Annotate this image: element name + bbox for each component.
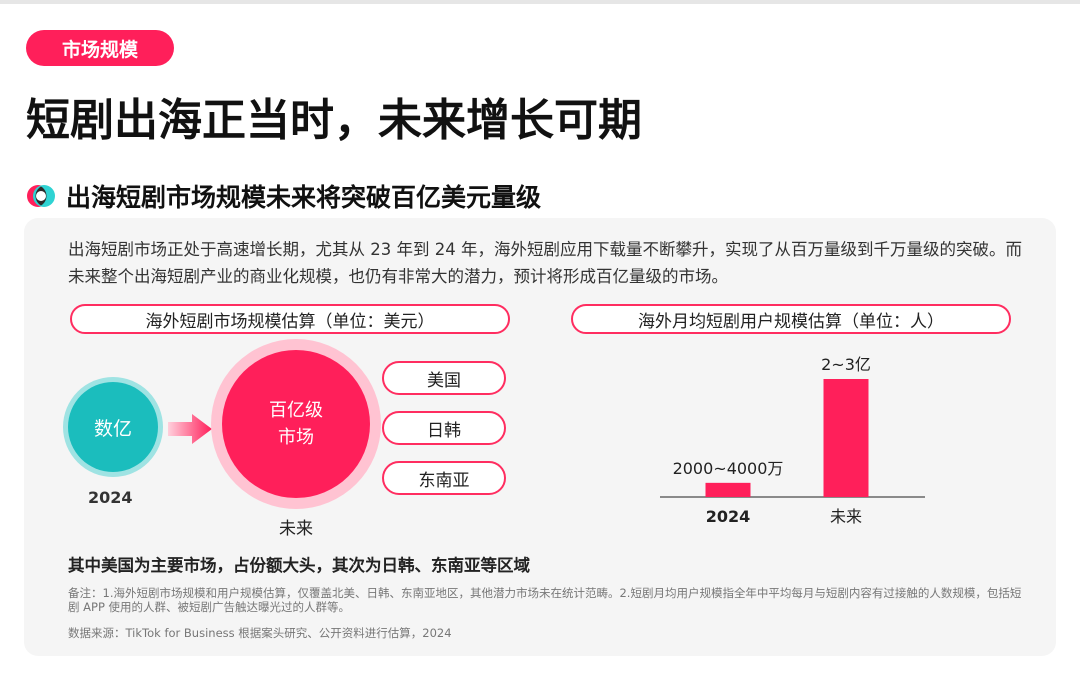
future-market-circle: 百亿级 市场 xyxy=(222,350,370,498)
region-pill-us: 美国 xyxy=(382,361,506,395)
data-source: 数据来源：TikTok for Business 根据案头研究、公开资料进行估算… xyxy=(68,626,452,640)
user-scale-header: 海外月均短剧用户规模估算（单位：人） xyxy=(571,304,1011,334)
future-label: 未来 xyxy=(279,519,313,539)
bar-data-label-0: 2000~4000万 xyxy=(673,459,784,478)
current-market-value: 数亿 xyxy=(93,417,132,440)
region-pill-jp-kr: 日韩 xyxy=(382,411,506,445)
intro-paragraph: 出海短剧市场正处于高速增长期，尤其从 23 年到 24 年，海外短剧应用下载量不… xyxy=(68,240,1022,286)
future-market-value-line1: 百亿级 xyxy=(269,400,323,421)
summary-text: 其中美国为主要市场，占份额大头，其次为日韩、东南亚等区域 xyxy=(68,556,530,575)
footnote: 备注：1.海外短剧市场规模和用户规模估算，仅覆盖北美、日韩、东南亚地区，其他潜力… xyxy=(68,586,1022,614)
category-label-0: 2024 xyxy=(706,507,751,526)
market-size-header: 海外短剧市场规模估算（单位：美元） xyxy=(70,304,510,334)
current-market-circle: 数亿 xyxy=(68,382,158,472)
bar-0 xyxy=(705,482,751,497)
current-year-label: 2024 xyxy=(88,488,133,507)
category-label-1: 未来 xyxy=(830,507,862,526)
region-pill-sea: 东南亚 xyxy=(382,461,506,495)
growth-arrow-icon xyxy=(168,414,212,444)
bar-data-label-1: 2~3亿 xyxy=(821,355,871,374)
page-title: 短剧出海正当时，未来增长可期 xyxy=(26,95,642,146)
section-tag: 市场规模 xyxy=(26,30,174,66)
top-divider xyxy=(0,0,1080,4)
bar-1 xyxy=(823,379,869,497)
bullet-logo-icon xyxy=(27,185,55,207)
section-subtitle: 出海短剧市场规模未来将突破百亿美元量级 xyxy=(66,183,542,212)
future-market-value-line2: 市场 xyxy=(278,427,314,448)
